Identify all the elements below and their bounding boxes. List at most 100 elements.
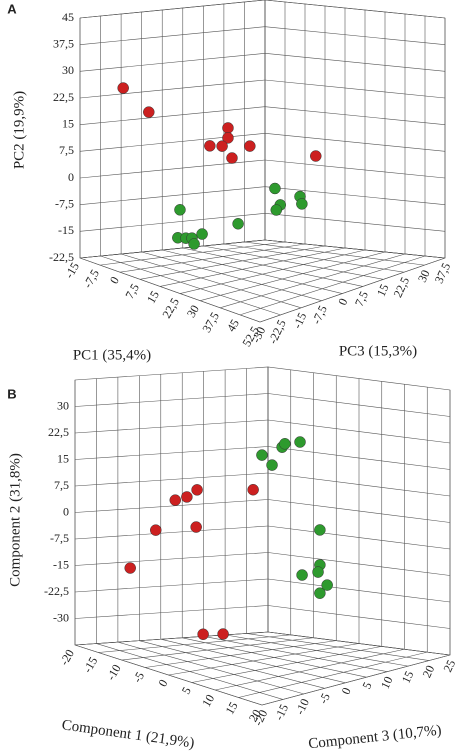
z-tick-label: 7,5 bbox=[352, 289, 371, 309]
data-point bbox=[296, 198, 308, 210]
right-wall bbox=[264, 0, 446, 259]
floor bbox=[74, 631, 451, 706]
data-point bbox=[270, 204, 283, 216]
grid-line bbox=[79, 257, 261, 323]
data-point bbox=[124, 562, 136, 574]
grid-line bbox=[79, 186, 266, 205]
grid-line bbox=[264, 106, 446, 125]
data-point bbox=[216, 140, 228, 152]
grid-line bbox=[121, 253, 302, 309]
grid-line bbox=[79, 159, 266, 179]
grid-line bbox=[145, 640, 337, 668]
data-point bbox=[312, 566, 324, 578]
y-tick-label: 0 bbox=[63, 504, 69, 518]
data-point bbox=[294, 436, 306, 448]
grid-line bbox=[79, 0, 266, 19]
grid-line bbox=[264, 133, 446, 152]
grid-line bbox=[74, 393, 269, 407]
z-tick-label: -5 bbox=[316, 691, 333, 706]
z-tick-label: -20 bbox=[251, 708, 270, 728]
grid-line bbox=[79, 106, 266, 125]
data-point bbox=[174, 204, 186, 216]
data-point bbox=[222, 132, 234, 144]
data-point bbox=[321, 579, 333, 591]
grid-line bbox=[74, 419, 269, 434]
x-tick-label: 30 bbox=[184, 303, 202, 320]
data-point bbox=[191, 484, 203, 496]
panel-letter: B bbox=[7, 386, 16, 401]
y-axis-title: Component 2 (31,8%) bbox=[7, 453, 23, 587]
data-point bbox=[197, 628, 209, 640]
grid-line bbox=[264, 186, 446, 205]
x-tick-label: 0 bbox=[107, 274, 122, 286]
data-point bbox=[296, 569, 308, 581]
grid-line bbox=[191, 646, 382, 683]
data-point bbox=[269, 182, 281, 195]
z-tick-label: 15 bbox=[374, 282, 392, 299]
grid-line bbox=[264, 79, 446, 99]
y-tick-label: 0 bbox=[68, 170, 74, 184]
data-point bbox=[196, 228, 208, 240]
grid-line bbox=[215, 648, 405, 691]
z-tick-label: 22,5 bbox=[391, 275, 413, 300]
data-point bbox=[217, 628, 229, 640]
data-point bbox=[226, 152, 238, 164]
grid-line bbox=[79, 239, 266, 259]
y-tick-label: -7,5 bbox=[55, 196, 74, 210]
z-tick-label: -22,5 bbox=[266, 317, 289, 346]
data-point bbox=[279, 438, 291, 450]
z-tick-label: 5 bbox=[359, 680, 374, 691]
grid-line bbox=[79, 213, 266, 232]
x-axis-title: PC1 (35,4%) bbox=[73, 347, 151, 363]
y-tick-label: 7,5 bbox=[59, 143, 74, 157]
data-point bbox=[244, 140, 256, 152]
z-tick-label: -15 bbox=[272, 702, 291, 722]
grid-line bbox=[259, 257, 446, 323]
data-point bbox=[190, 521, 202, 533]
grid-line bbox=[264, 53, 446, 72]
grid-line bbox=[119, 243, 306, 273]
grid-line bbox=[264, 26, 446, 45]
x-tick-label: 37,5 bbox=[199, 310, 222, 335]
grid-line bbox=[99, 241, 286, 266]
grid-line bbox=[219, 253, 406, 309]
grid-line bbox=[264, 239, 446, 259]
x-tick-label: -5 bbox=[130, 669, 147, 685]
grid-line bbox=[139, 245, 326, 280]
data-point bbox=[266, 459, 278, 471]
z-axis-title: Component 3 (10,7%) bbox=[308, 722, 443, 752]
data-point bbox=[314, 587, 326, 599]
grid-line bbox=[79, 53, 266, 72]
grid-line bbox=[74, 525, 269, 540]
data-point bbox=[222, 122, 234, 134]
grid-line bbox=[264, 213, 446, 232]
x-tick-label: 7,5 bbox=[122, 281, 142, 301]
y-tick-label: -22,5 bbox=[49, 250, 74, 264]
x-tick-label: 45 bbox=[224, 317, 242, 334]
y-tick-label: 15 bbox=[57, 451, 69, 465]
data-point bbox=[232, 218, 244, 230]
z-tick-label: 0 bbox=[339, 685, 354, 696]
grid-line bbox=[261, 654, 451, 706]
x-tick-label: 5 bbox=[179, 684, 194, 696]
z-tick-label: -7,5 bbox=[309, 303, 330, 326]
grid-line bbox=[74, 499, 269, 513]
grid-line bbox=[223, 243, 404, 273]
grid-line bbox=[159, 247, 346, 287]
grid-line bbox=[239, 255, 426, 316]
grid-line bbox=[199, 251, 386, 301]
z-tick-label: 0 bbox=[335, 296, 350, 307]
panel-letter: A bbox=[7, 1, 17, 16]
grid-line bbox=[203, 245, 384, 280]
grid-line bbox=[74, 578, 269, 593]
x-tick-label: -20 bbox=[57, 647, 77, 668]
y-axis-title: PC2 (19,9%) bbox=[11, 91, 27, 169]
z-tick-label: 15 bbox=[399, 669, 417, 686]
z-tick-label: 37,5 bbox=[432, 261, 454, 286]
data-point bbox=[204, 140, 216, 152]
grid-line bbox=[79, 79, 266, 99]
y-tick-label: 7,5 bbox=[54, 478, 69, 492]
grid-line bbox=[162, 249, 343, 294]
z-tick-label: -15 bbox=[290, 310, 309, 330]
